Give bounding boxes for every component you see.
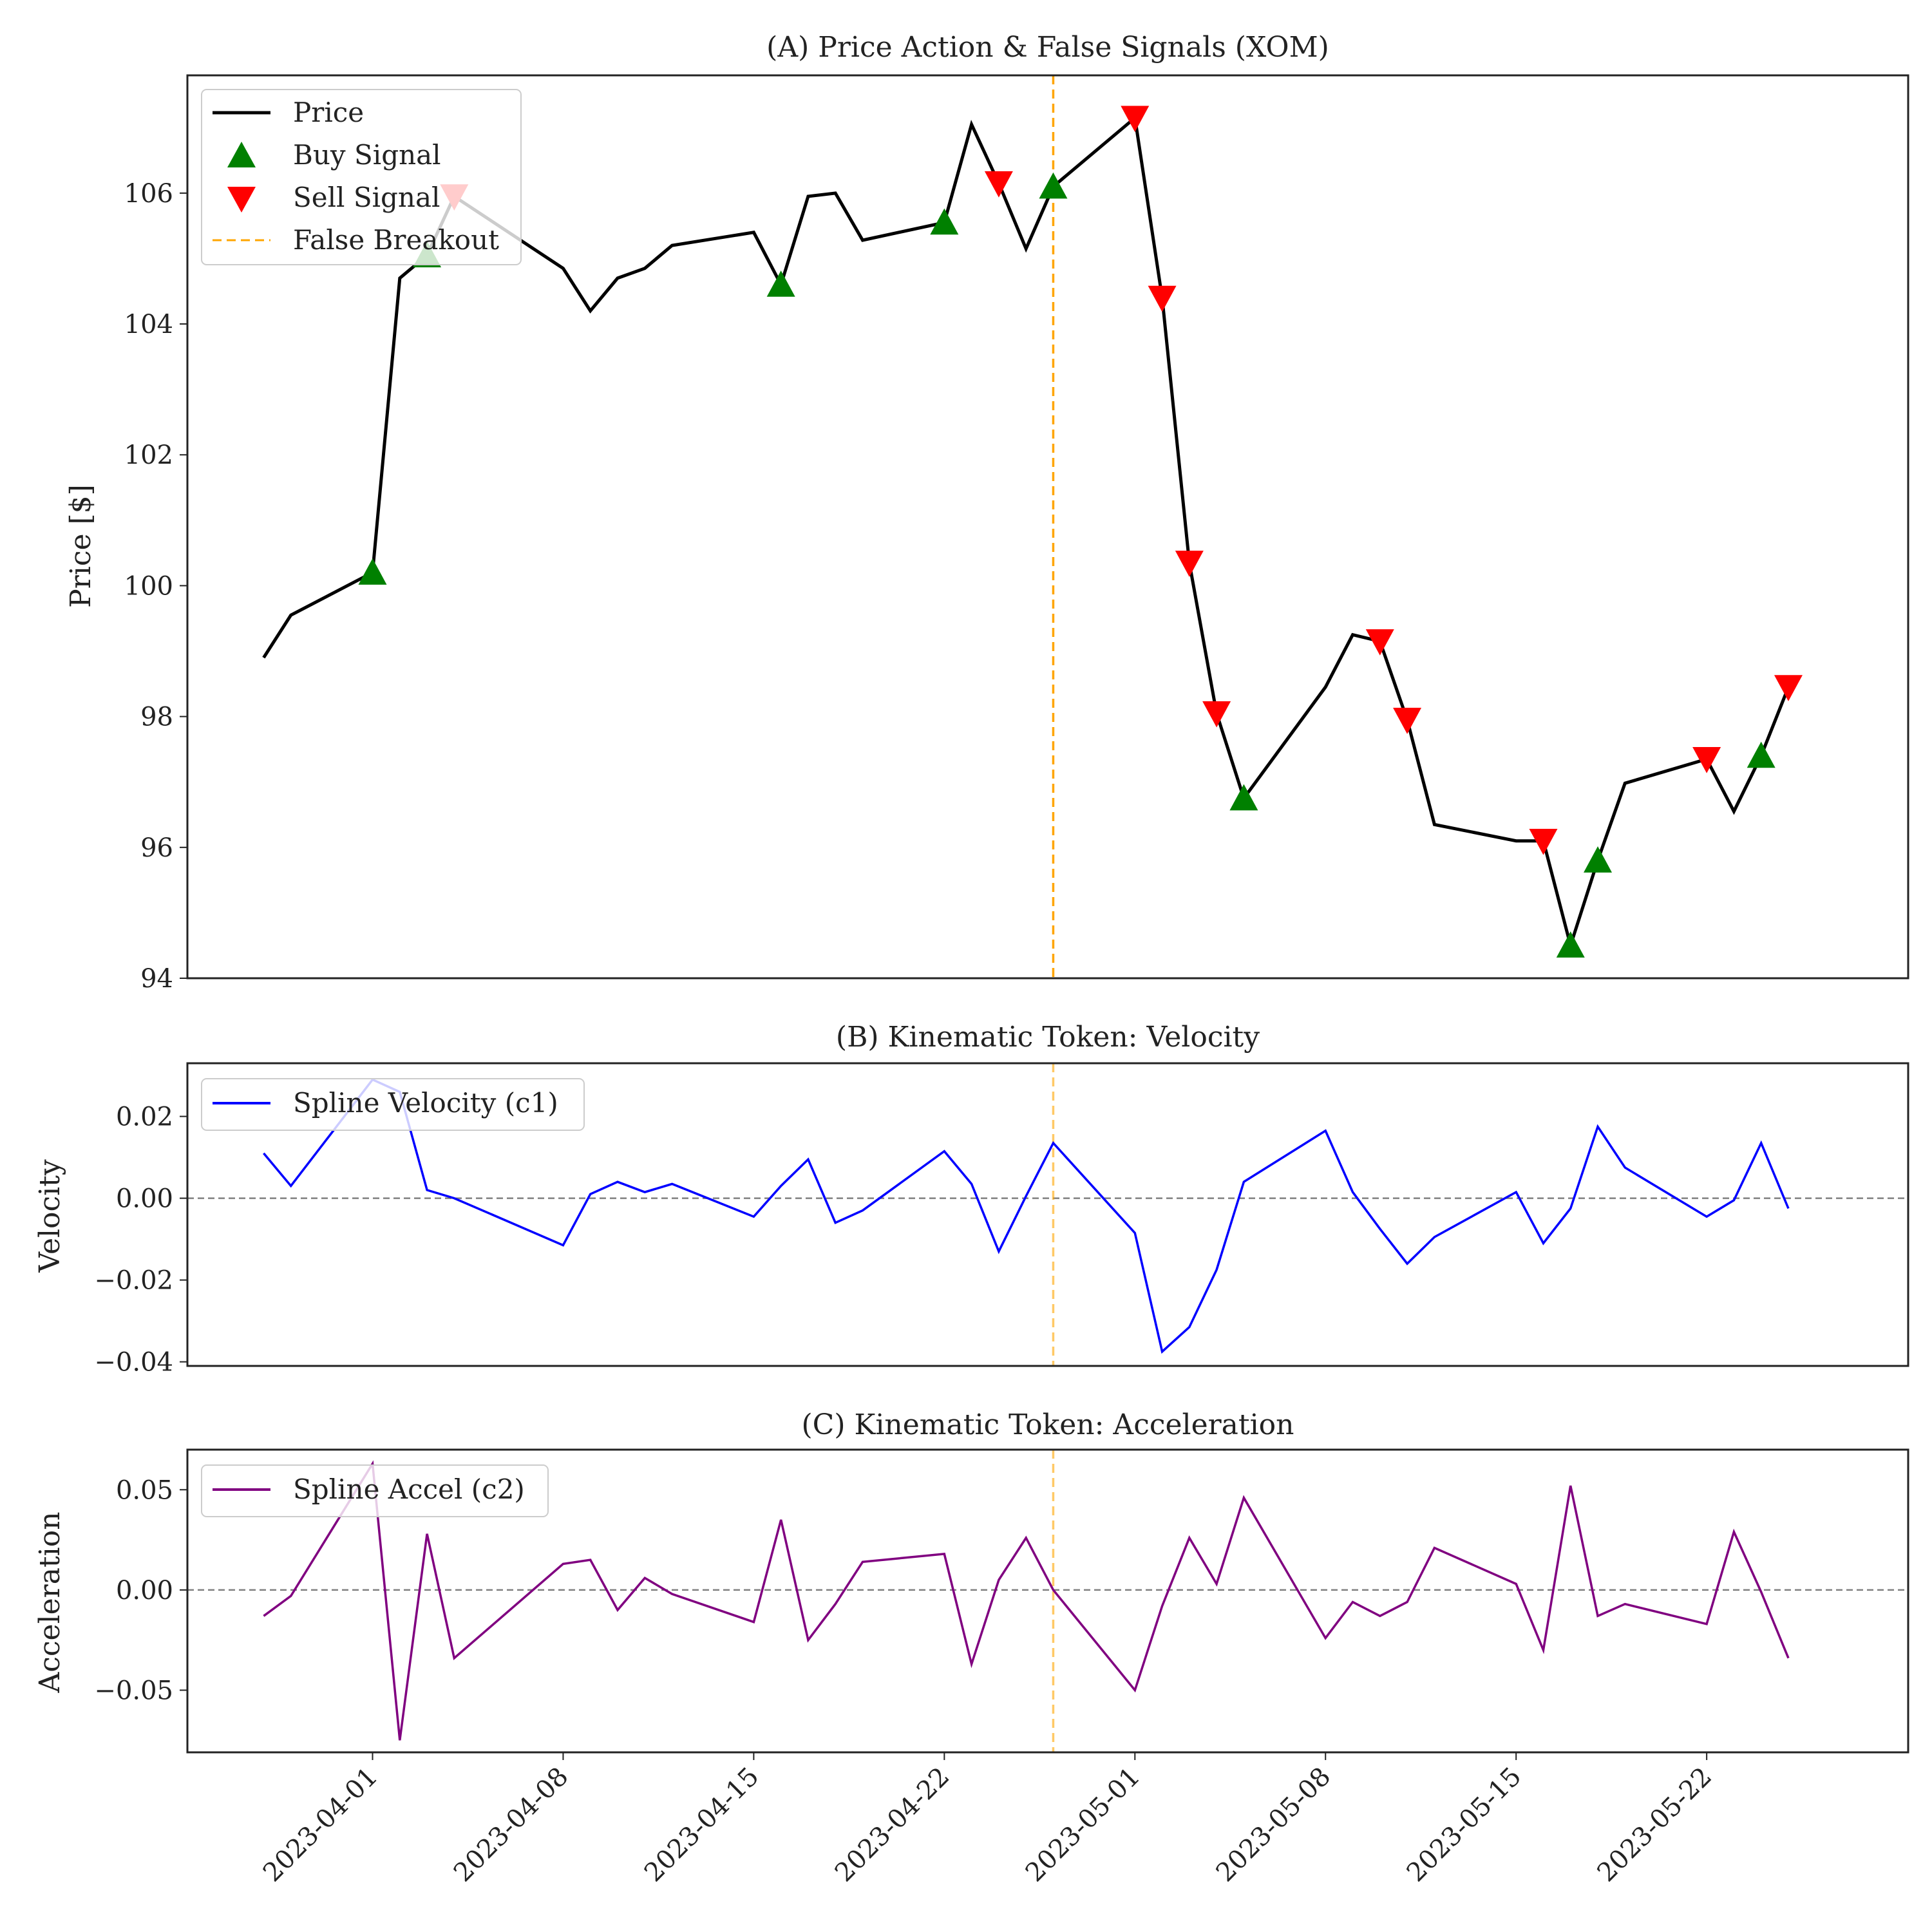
chart-title-b: (B) Kinematic Token: Velocity [836,1021,1260,1054]
buy-signal-marker [766,270,795,297]
y-axis-label-a: Price [$] [64,484,97,608]
y-ticks-a: 94 96 98 100 102 104 106 [124,179,187,994]
sell-signal-marker [1202,701,1231,728]
sell-signal-marker [1365,629,1394,656]
y-tick-label-c: 0.05 [116,1475,173,1505]
legend-label-velocity: Spline Velocity (c1) [293,1087,558,1119]
panel-acceleration: (C) Kinematic Token: Acceleration Accele… [33,1408,1909,1754]
y-ticks-b: −0.04 −0.02 0.00 0.02 [94,1103,187,1378]
buy-signal-marker [1039,172,1068,199]
series-line-a [262,115,1790,952]
sell-signal-marker [1121,106,1150,133]
series-line-b [263,1078,1790,1354]
legend-swatch-buy [227,142,256,167]
legend-label-breakout: False Breakout [293,224,499,256]
sell-signal-marker [1529,828,1558,855]
plot-frame-a [186,74,1909,980]
panel-price: (A) Price Action & False Signals (XOM) P… [64,31,1909,994]
y-axis-label-c: Acceleration [33,1511,66,1693]
legend-b: Spline Velocity (c1) [201,1078,585,1131]
legend-label-buy: Buy Signal [293,139,441,171]
y-tick-label-a: 102 [124,440,173,470]
legend-label-accel: Spline Accel (c2) [293,1473,525,1505]
legend-c: Spline Accel (c2) [201,1464,549,1517]
legend-label-price: Price [293,97,364,128]
y-tick-label-b: 0.02 [116,1103,173,1132]
y-tick-label-a: 98 [140,703,173,732]
plot-frame-c [186,1448,1909,1754]
legend-swatch-sell [227,187,256,213]
buy-signal-marker [358,558,387,585]
price-series [262,115,1790,952]
sell-signal-marker [1175,551,1204,577]
sell-signal-marker [1774,675,1803,701]
series-line-c [263,1460,1790,1741]
legend-a: Price Buy Signal Sell Signal False Break… [201,89,522,265]
legend-box-c [201,1464,549,1517]
sell-signal-marker [1692,746,1721,773]
plot-frame-b [186,1062,1909,1367]
y-axis-label-b: Velocity [33,1159,66,1273]
y-tick-label-b: −0.04 [94,1348,173,1378]
acceleration-series [263,1460,1790,1741]
buy-signal-marker [1584,846,1613,873]
legend-box-a [201,89,522,265]
legend-label-sell: Sell Signal [293,182,440,213]
legend-box-b [201,1078,585,1131]
y-tick-label-c: 0.00 [116,1576,173,1605]
sell-signal-marker [1148,285,1177,312]
y-tick-label-a: 100 [124,571,173,601]
y-tick-label-a: 104 [124,310,173,339]
y-tick-label-b: 0.00 [116,1184,173,1214]
y-ticks-c: −0.05 0.00 0.05 [94,1475,187,1706]
panel-velocity: (B) Kinematic Token: Velocity Velocity −… [33,1021,1909,1378]
sell-signal-marker [984,171,1013,198]
buy-signal-marker [930,208,959,235]
y-tick-label-b: −0.02 [94,1266,173,1296]
y-tick-label-a: 96 [140,833,173,863]
buy-signal-marker [1229,784,1258,811]
buy-signal-marker [1747,741,1776,768]
buy-signal-marker [1556,931,1585,958]
y-tick-label-a: 94 [140,964,173,994]
chart-title-c: (C) Kinematic Token: Acceleration [802,1408,1294,1441]
y-tick-label-c: −0.05 [94,1676,173,1706]
velocity-series [263,1078,1790,1354]
signal-markers [358,106,1803,958]
y-tick-label-a: 106 [124,179,173,209]
sell-signal-marker [1393,708,1422,734]
chart-title-a: (A) Price Action & False Signals (XOM) [766,31,1329,64]
